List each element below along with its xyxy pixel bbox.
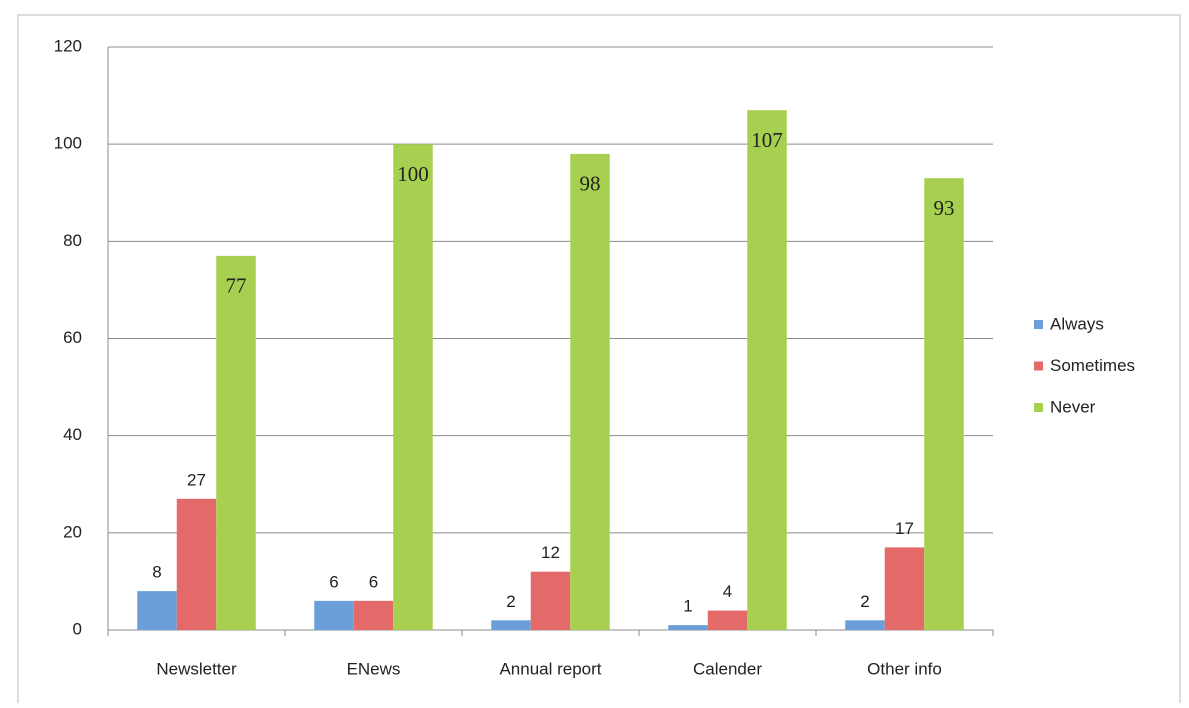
y-tick-label: 100 [54, 134, 82, 153]
data-label: 77 [226, 274, 247, 298]
y-tick-label: 60 [63, 328, 82, 347]
x-tick-label: ENews [347, 659, 401, 678]
data-label: 2 [506, 592, 515, 611]
data-label: 6 [369, 572, 378, 591]
bar [570, 153, 610, 630]
data-label: 107 [751, 128, 783, 152]
bar [137, 591, 177, 630]
bar [924, 178, 964, 631]
data-label: 98 [580, 172, 601, 196]
y-tick-label: 80 [63, 231, 82, 250]
data-label: 1 [683, 597, 692, 616]
bar [176, 498, 217, 630]
data-label: 93 [934, 196, 955, 220]
bar [491, 620, 531, 630]
data-label: 4 [723, 582, 732, 601]
data-label: 100 [397, 162, 429, 186]
bar [668, 625, 708, 630]
data-label: 6 [329, 572, 338, 591]
x-tick-label: Other info [867, 659, 942, 678]
y-tick-label: 120 [54, 36, 82, 55]
data-label: 8 [152, 563, 161, 582]
bar [845, 620, 885, 630]
data-label: 12 [541, 543, 560, 562]
legend-swatch [1034, 403, 1043, 412]
x-tick-label: Newsletter [156, 659, 237, 678]
bar [747, 110, 787, 631]
data-label: 17 [895, 519, 914, 538]
legend-label: Always [1050, 314, 1104, 333]
data-label: 2 [860, 592, 869, 611]
x-tick-label: Annual report [499, 659, 601, 678]
legend-label: Never [1050, 397, 1096, 416]
y-tick-label: 40 [63, 425, 82, 444]
legend-swatch [1034, 320, 1043, 329]
bar [314, 600, 354, 630]
bar [884, 547, 925, 630]
x-tick-label: Calender [693, 659, 762, 678]
bar [393, 144, 433, 630]
bar [530, 571, 571, 630]
y-tick-label: 0 [73, 619, 82, 638]
legend-label: Sometimes [1050, 356, 1135, 375]
bar [216, 255, 256, 631]
y-tick-label: 20 [63, 522, 82, 541]
legend-swatch [1034, 361, 1043, 371]
data-label: 27 [187, 470, 206, 489]
bar [353, 600, 394, 630]
bar [707, 610, 748, 630]
